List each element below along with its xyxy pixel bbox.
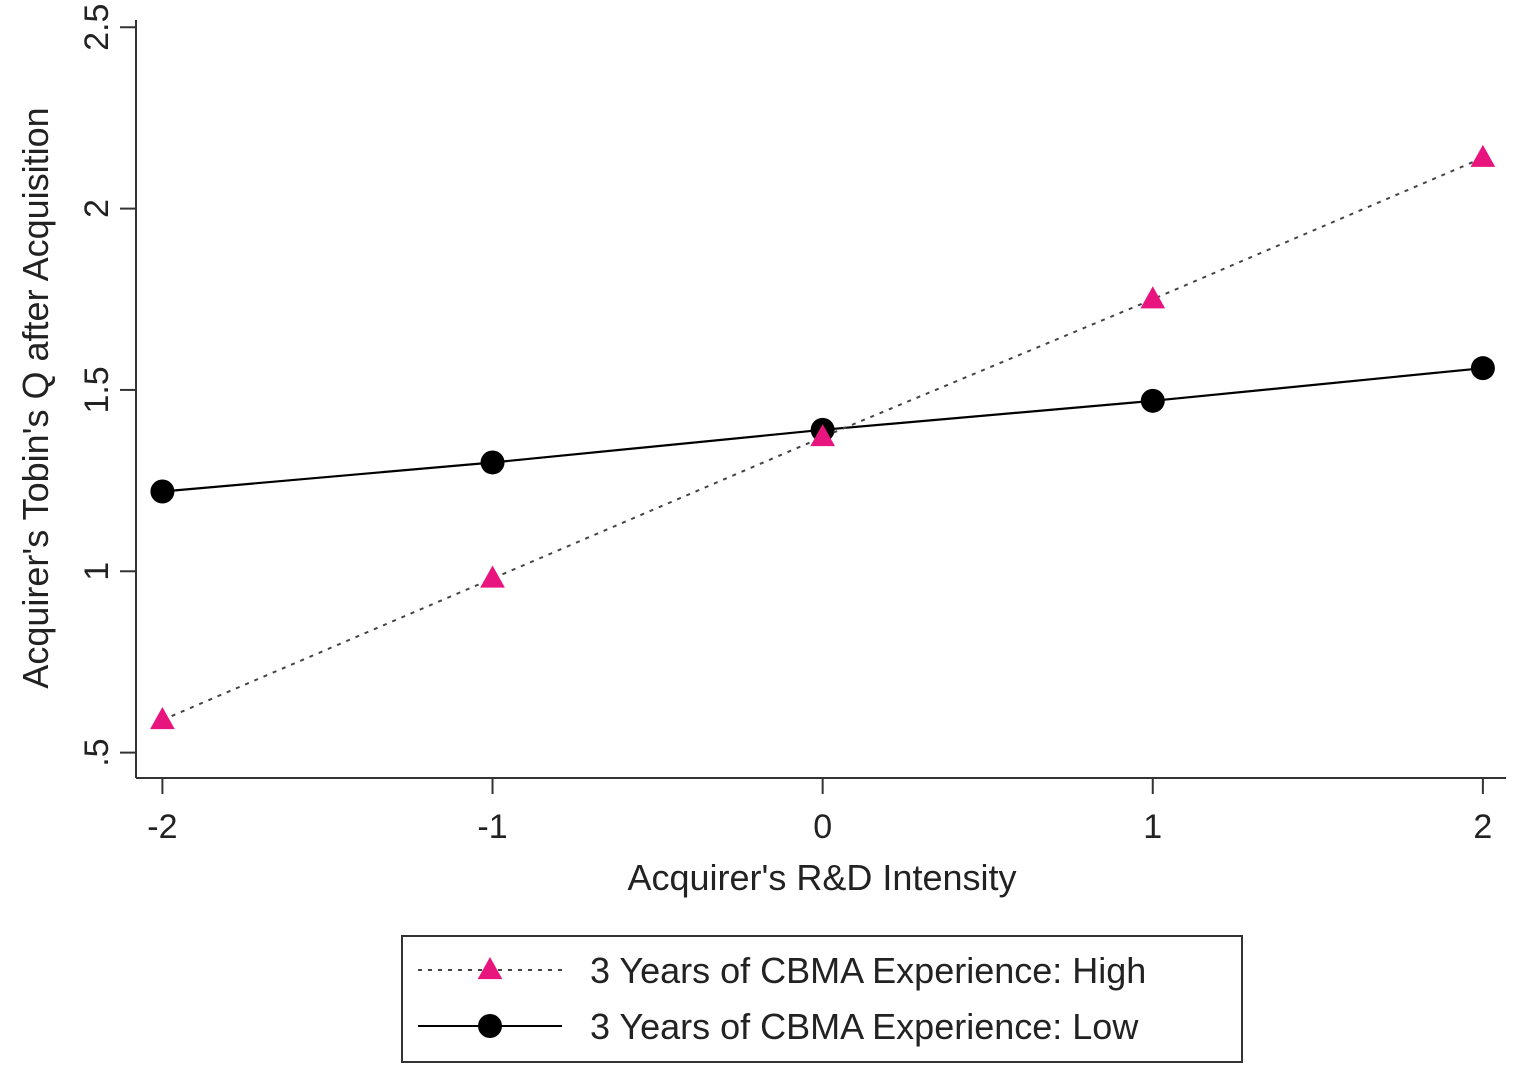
x-tick-label: -1 xyxy=(477,808,507,846)
legend-marker xyxy=(478,1014,502,1038)
legend-label: 3 Years of CBMA Experience: High xyxy=(590,950,1146,991)
legend-marker xyxy=(477,957,503,980)
series-triangle-0 xyxy=(150,144,1496,730)
y-tick-label: 2 xyxy=(78,199,116,218)
x-axis-title: Acquirer's R&D Intensity xyxy=(627,857,1016,898)
axes: .5 1 1.5 2 2.5 -2 -1 0 1 2 xyxy=(78,4,1506,846)
series-layer xyxy=(150,144,1496,730)
y-tick-label: 1 xyxy=(78,562,116,581)
legend: 3 Years of CBMA Experience: High 3 Years … xyxy=(401,935,1243,1063)
data-point xyxy=(1470,144,1496,167)
y-tick-label: 2.5 xyxy=(78,4,116,51)
y-tick-label: 1.5 xyxy=(78,366,116,413)
legend-label: 3 Years of CBMA Experience: Low xyxy=(590,1006,1139,1047)
data-point xyxy=(1470,356,1495,381)
data-point xyxy=(480,450,505,475)
x-tick-label: 2 xyxy=(1473,808,1492,846)
axis-labels: Acquirer's R&D Intensity Acquirer's Tobi… xyxy=(15,107,1017,898)
data-point xyxy=(150,706,175,730)
legend-box xyxy=(401,935,1243,1063)
x-tick-label: 1 xyxy=(1143,808,1162,846)
data-point xyxy=(480,565,505,588)
y-tick-label: .5 xyxy=(78,738,116,766)
data-point xyxy=(150,479,175,504)
x-tick-label: 0 xyxy=(813,808,832,846)
data-point xyxy=(1140,388,1165,413)
x-tick-label: -2 xyxy=(147,808,177,846)
data-point xyxy=(810,424,836,447)
y-axis-title: Acquirer's Tobin's Q after Acquisition xyxy=(15,107,56,688)
data-point xyxy=(1140,286,1166,309)
